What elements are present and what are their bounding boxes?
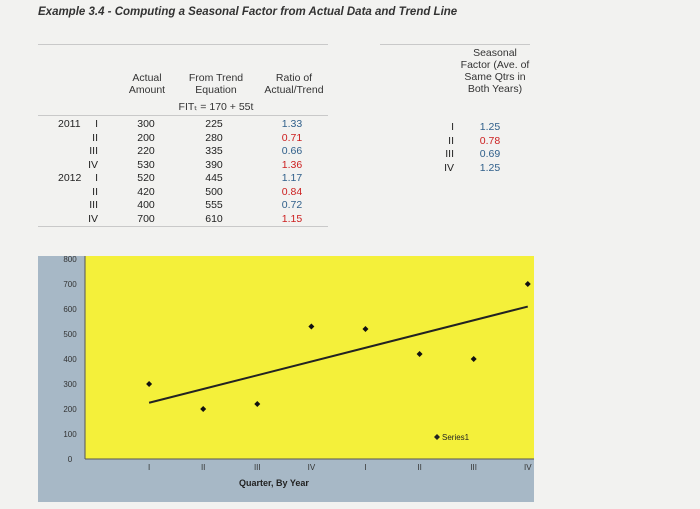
data-point — [308, 323, 315, 330]
actual-amount-cell: 200 — [137, 131, 155, 144]
y-tick-label: 500 — [63, 330, 77, 339]
data-point — [146, 381, 153, 388]
header-ratio-line2: Actual/Trend — [264, 84, 324, 96]
seasonal-factor-value: 0.78 — [479, 134, 501, 147]
seasonal-header-line3: Same Qtrs in — [464, 71, 526, 83]
trend-value-cell: 280 — [205, 131, 223, 144]
actual-amount-cell: 520 — [137, 172, 155, 184]
header-ratio-line1: Ratio of — [275, 72, 313, 84]
y-tick-label: 400 — [63, 355, 77, 364]
header-actual-amount: Actual Amount — [118, 72, 176, 96]
header-trend-equation: From Trend Equation — [178, 72, 254, 96]
seasonal-factor-value: 0.69 — [479, 148, 501, 160]
header-trend-line1: From Trend — [188, 72, 244, 84]
table-top-rule — [38, 44, 328, 45]
trend-value-cell: 500 — [205, 185, 223, 198]
seasonal-factor-value: 1.25 — [479, 161, 501, 174]
ratio-cell: 0.72 — [281, 199, 303, 211]
x-axis-label: Quarter, By Year — [239, 478, 309, 488]
ratio-cell: 0.84 — [281, 185, 303, 198]
header-trend-formula: FITₜ = 170 + 55t — [178, 101, 254, 113]
actual-amount-cell: 220 — [137, 145, 155, 157]
x-tick-label: III — [254, 463, 261, 472]
y-tick-label: 0 — [68, 455, 73, 464]
data-point — [200, 406, 207, 413]
header-actual-line1: Actual — [132, 72, 162, 84]
data-point — [524, 281, 531, 288]
y-tick-label: 800 — [63, 256, 77, 264]
x-tick-label: II — [201, 463, 205, 472]
year-label: 2012 — [58, 172, 82, 184]
x-tick-label: II — [417, 463, 421, 472]
data-point — [254, 401, 261, 408]
ratio-cell: 1.17 — [281, 172, 303, 184]
actual-amount-cell: 420 — [137, 185, 155, 198]
legend-label: Series1 — [442, 433, 470, 442]
x-axis-ticks: I II III IV I II III IV — [148, 463, 532, 472]
seasonal-header-line4: Both Years) — [467, 83, 523, 95]
x-tick-label: I — [364, 463, 366, 472]
y-tick-label: 600 — [63, 305, 77, 314]
seasonal-header-line1: Seasonal — [473, 47, 517, 59]
ratio-cell: 1.15 — [281, 212, 303, 225]
trend-value-cell: 335 — [205, 145, 223, 157]
ratio-cell: 1.33 — [281, 118, 303, 130]
seasonal-header-line2: Factor (Ave. of — [460, 59, 530, 71]
trend-line — [148, 305, 529, 404]
trend-value-cell: 555 — [205, 199, 223, 211]
legend: Series1 — [434, 433, 470, 442]
quarter-label: I — [95, 172, 98, 184]
quarter-label: I — [95, 118, 98, 130]
actual-amount-cell: 700 — [137, 212, 155, 225]
y-axis-ticks: 0 100 200 300 400 500 600 700 800 — [63, 256, 77, 464]
table-header-rule — [38, 115, 328, 116]
plot-area — [85, 256, 534, 459]
y-tick-label: 200 — [63, 405, 77, 414]
quarter-label: III — [89, 199, 98, 211]
quarter-label: IV — [88, 158, 98, 171]
data-point — [416, 351, 423, 358]
trend-value-cell: 225 — [205, 118, 223, 130]
x-tick-label: IV — [524, 463, 532, 472]
year-label: 2011 — [58, 118, 81, 130]
x-tick-label: III — [470, 463, 477, 472]
x-tick-label: IV — [308, 463, 316, 472]
ratio-cell: 0.71 — [281, 131, 303, 144]
header-actual-line2: Amount — [128, 84, 166, 96]
trend-value-cell: 445 — [205, 172, 223, 184]
seasonal-quarter-label: IV — [444, 161, 454, 174]
seasonal-factor-value: 1.25 — [479, 121, 501, 133]
quarter-label: IV — [88, 212, 98, 225]
actual-amount-cell: 400 — [137, 199, 155, 211]
data-points — [146, 281, 531, 413]
data-point — [470, 356, 477, 363]
table-bottom-rule — [38, 226, 328, 227]
header-seasonal-factor: Seasonal Factor (Ave. of Same Qtrs in Bo… — [450, 47, 540, 95]
seasonal-quarter-label: I — [451, 121, 454, 133]
ratio-cell: 1.36 — [281, 158, 303, 171]
y-tick-label: 700 — [63, 280, 77, 289]
y-tick-label: 300 — [63, 380, 77, 389]
y-tick-label: 100 — [63, 430, 77, 439]
ratio-cell: 0.66 — [281, 145, 303, 157]
legend-marker — [434, 434, 440, 440]
quarter-label: III — [89, 145, 98, 157]
seasonal-quarter-label: III — [445, 148, 454, 160]
actual-amount-cell: 300 — [137, 118, 155, 130]
trend-value-cell: 390 — [205, 158, 223, 171]
page-title: Example 3.4 - Computing a Seasonal Facto… — [38, 6, 458, 18]
header-trend-line2: Equation — [195, 84, 237, 96]
quarter-label: II — [92, 131, 98, 144]
trend-value-cell: 610 — [205, 212, 223, 225]
quarter-label: II — [92, 185, 98, 198]
actual-amount-cell: 530 — [137, 158, 155, 171]
data-point — [362, 326, 369, 333]
header-ratio: Ratio of Actual/Trend — [254, 72, 334, 96]
seasonal-quarter-label: II — [448, 134, 454, 147]
x-tick-label: I — [148, 463, 150, 472]
seasonal-top-rule — [380, 44, 530, 45]
